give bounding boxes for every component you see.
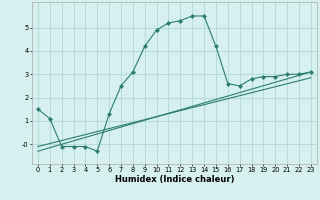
X-axis label: Humidex (Indice chaleur): Humidex (Indice chaleur) <box>115 175 234 184</box>
